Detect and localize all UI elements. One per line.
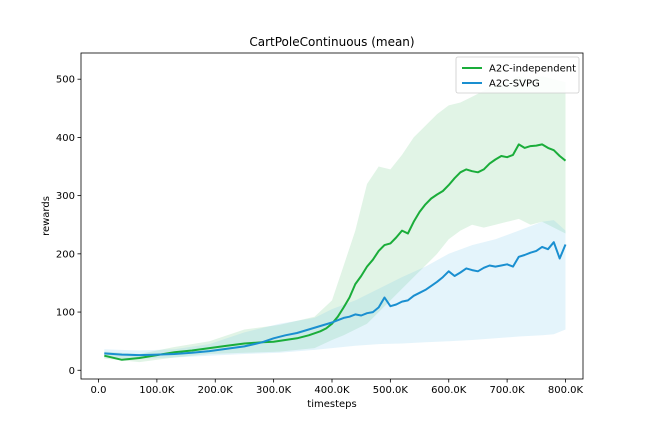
y-tick-label: 400	[56, 133, 75, 144]
legend-label-2: A2C-SVPG	[489, 79, 540, 90]
x-tick-label: 300.0K	[256, 385, 292, 396]
y-tick-label: 500	[56, 75, 75, 86]
x-tick-label: 800.0K	[548, 385, 584, 396]
series-band-2	[104, 220, 566, 359]
y-tick-label: 100	[56, 308, 75, 319]
x-tick-label: 200.0K	[198, 385, 234, 396]
x-tick-label: 600.0K	[431, 385, 467, 396]
y-tick-label: 0	[69, 366, 75, 377]
y-tick-label: 300	[56, 191, 75, 202]
confidence-bands	[104, 76, 566, 363]
y-axis-label: rewards	[41, 196, 52, 236]
x-tick-label: 0.0	[91, 385, 107, 396]
legend: A2C-independent A2C-SVPG	[455, 56, 580, 94]
x-axis-ticks: 0.0 100.0K 200.0K 300.0K 400.0K 500.0K 600.0K 7…	[91, 379, 584, 396]
x-tick-label: 400.0K	[314, 385, 350, 396]
legend-box	[455, 56, 580, 94]
legend-label-1: A2C-independent	[489, 64, 576, 75]
y-tick-label: 200	[56, 249, 75, 260]
series-lines	[104, 143, 567, 361]
x-axis-label: timesteps	[307, 399, 356, 410]
y-axis-ticks: 0 100 200 300 400 500	[56, 75, 81, 377]
x-tick-label: 100.0K	[139, 385, 175, 396]
x-tick-label: 700.0K	[490, 385, 526, 396]
x-tick-label: 500.0K	[373, 385, 409, 396]
series-line-1	[104, 143, 567, 361]
chart-title: CartPoleContinuous (mean)	[249, 35, 414, 49]
series-band-1	[104, 76, 566, 363]
series-line-2	[104, 241, 567, 357]
